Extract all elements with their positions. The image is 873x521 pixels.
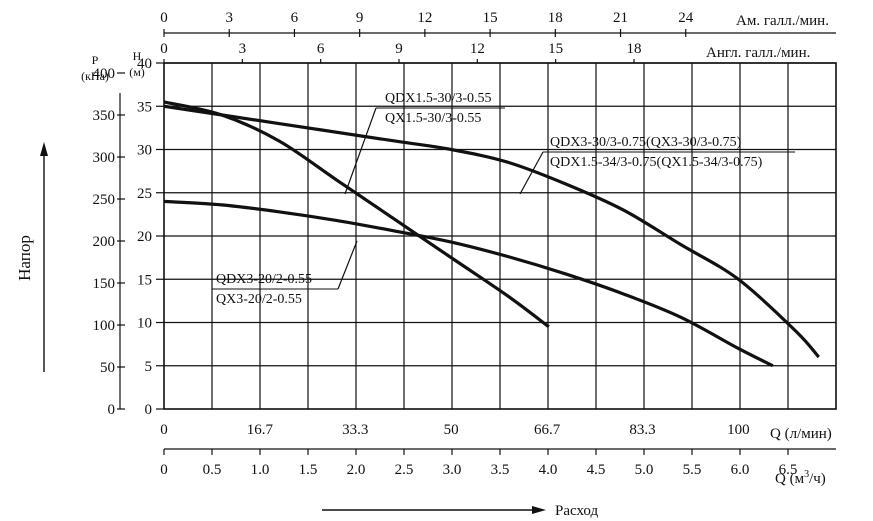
flow-lpm-tick-label: 66.7: [534, 422, 561, 438]
flow-m3h-tick-label: 0: [160, 462, 168, 478]
series: [163, 100, 820, 368]
annotation-line1: QDX3-20/2-0.55: [216, 272, 312, 287]
head-tick-label: 15: [137, 272, 152, 288]
annotation-line2: QX1.5-30/3-0.55: [385, 111, 481, 126]
flow-lpm-tick-label: 0: [160, 422, 168, 438]
us-gpm-tick-label: 18: [548, 10, 563, 26]
annotation-leader: [337, 240, 358, 290]
imp-gpm-tick-label: 0: [160, 41, 168, 57]
flow-lpm-tick-label: 83.3: [629, 422, 655, 438]
us-gpm-tick-label: 21: [613, 10, 628, 26]
annotation-leader: [519, 151, 544, 195]
flow-m3h-tick-label: 1.0: [251, 462, 270, 478]
flow-m3h-tick-label: 1.5: [299, 462, 318, 478]
us-gpm-tick-label: 6: [291, 10, 299, 26]
axes: 0501001502002503003504000510152025303540…: [93, 10, 837, 478]
annotation-line2: QX3-20/2-0.55: [216, 292, 302, 307]
pressure-tick-label: 400: [93, 66, 116, 82]
head-axis-label-h: H: [133, 49, 142, 63]
annotation-line2: QDX1.5-34/3-0.75(QX1.5-34/3-0.75): [550, 155, 763, 170]
flow-m3h-tick-label: 6.0: [731, 462, 750, 478]
annotation-leader: [344, 107, 377, 195]
series-curve-0: [163, 100, 550, 329]
head-tick-label: 5: [145, 359, 153, 375]
annotation-line1: QDX1.5-30/3-0.55: [385, 91, 492, 106]
flow-m3h-tick-label: 3.5: [491, 462, 510, 478]
imp-gpm-axis-label: Англ. галл./мин.: [706, 45, 810, 61]
head-axis-label-unit: (м): [129, 65, 145, 79]
flow-m3h-tick-label: 4.5: [587, 462, 606, 478]
pressure-axis-label-unit: (кПа): [81, 69, 109, 83]
flow-m3h-tick-label: 3.0: [443, 462, 462, 478]
flow-m3h-tick-label: 0.5: [203, 462, 222, 478]
imp-gpm-tick-label: 6: [317, 41, 325, 57]
head-tick-label: 20: [137, 229, 152, 245]
grid: [164, 62, 836, 409]
arrow-head: [40, 142, 48, 156]
flow-m3h-tick-label: 2.0: [347, 462, 366, 478]
pressure-tick-label: 350: [93, 108, 116, 124]
arrow-head: [532, 506, 546, 514]
series-curve-2: [163, 199, 774, 368]
head-tick-label: 35: [137, 99, 152, 115]
us-gpm-tick-label: 15: [483, 10, 498, 26]
flow-m3h-label-head: Q (м: [775, 471, 805, 487]
flow-lpm-tick-label: 50: [444, 422, 459, 438]
pressure-tick-label: 200: [93, 234, 116, 250]
us-gpm-axis-label: Ам. галл./мин.: [736, 13, 829, 29]
flow-lpm-axis-label: Q (л/мин): [770, 426, 832, 442]
flow-m3h-tick-label: 6.5: [779, 462, 798, 478]
imp-gpm-tick-label: 18: [626, 41, 641, 57]
us-gpm-tick-label: 0: [160, 10, 168, 26]
imp-gpm-tick-label: 15: [548, 41, 563, 57]
imp-gpm-tick-label: 3: [239, 41, 247, 57]
imp-gpm-tick-label: 9: [395, 41, 403, 57]
pressure-tick-label: 0: [108, 402, 116, 418]
flow-lpm-tick-label: 33.3: [342, 422, 368, 438]
us-gpm-tick-label: 12: [417, 10, 432, 26]
horizontal-arrow: [322, 506, 546, 514]
head-tick-label: 10: [137, 316, 152, 332]
vertical-arrow: [40, 142, 48, 372]
annotation-qdx3-20: QDX3-20/2-0.55 QX3-20/2-0.55: [212, 240, 358, 307]
pressure-tick-label: 250: [93, 192, 116, 208]
us-gpm-tick-label: 3: [225, 10, 233, 26]
head-tick-label: 30: [137, 143, 152, 159]
flow-m3h-label-sup: 3: [804, 469, 809, 480]
pressure-tick-label: 300: [93, 150, 116, 166]
series-curve-1: [163, 104, 820, 359]
ylabel-vertical: Напор: [15, 235, 34, 281]
flow-lpm-tick-label: 16.7: [247, 422, 274, 438]
us-gpm-tick-label: 9: [356, 10, 364, 26]
pressure-tick-label: 100: [93, 318, 116, 334]
us-gpm-tick-label: 24: [678, 10, 694, 26]
flow-m3h-tick-label: 5.5: [683, 462, 702, 478]
flow-m3h-tick-label: 5.0: [635, 462, 654, 478]
annotation-qdx3-30: QDX3-30/3-0.75(QX3-30/3-0.75) QDX1.5-34/…: [519, 135, 795, 195]
flow-m3h-tick-label: 4.0: [539, 462, 558, 478]
head-tick-label: 40: [137, 56, 152, 72]
pressure-tick-label: 50: [100, 360, 115, 376]
flow-lpm-tick-label: 100: [727, 422, 750, 438]
pressure-axis-label-p: P: [92, 53, 99, 67]
flow-m3h-tick-label: 2.5: [395, 462, 414, 478]
annotation-line1: QDX3-30/3-0.75(QX3-30/3-0.75): [550, 135, 742, 150]
flow-m3h-axis-label: Q (м3/ч): [775, 469, 826, 487]
annotation-qdx1-5-30: QDX1.5-30/3-0.55 QX1.5-30/3-0.55: [344, 91, 505, 195]
xlabel-flow-arrow: Расход: [555, 503, 598, 519]
pressure-tick-label: 150: [93, 276, 116, 292]
head-tick-label: 25: [137, 186, 152, 202]
flow-m3h-label-tail: /ч): [809, 471, 826, 487]
imp-gpm-tick-label: 12: [470, 41, 485, 57]
head-tick-label: 0: [145, 402, 153, 418]
